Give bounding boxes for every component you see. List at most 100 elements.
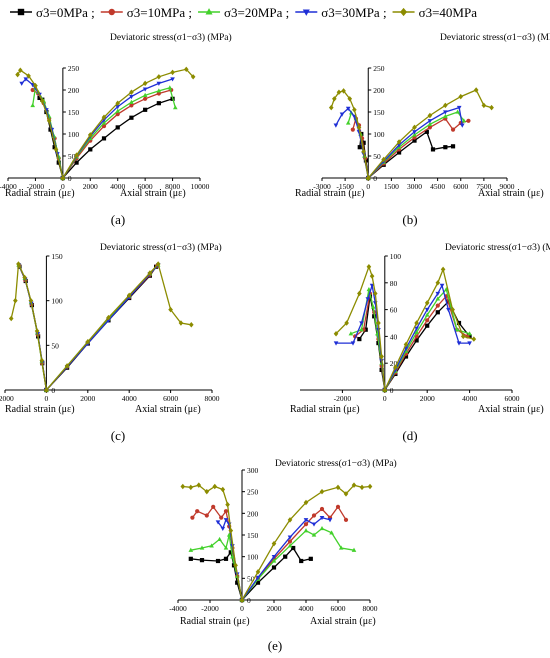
y-tick-label: 300 [247, 466, 259, 475]
chart-title: Deviatoric stress(σ1−σ3) (MPa) [445, 242, 550, 253]
data-point [345, 106, 351, 111]
data-point [351, 547, 357, 552]
data-point [199, 545, 205, 550]
series-line [190, 550, 243, 601]
data-point [46, 118, 52, 124]
series-line [367, 89, 492, 179]
y-tick-label: 40 [390, 332, 398, 341]
data-point [319, 525, 325, 531]
y-tick-label: 20 [390, 359, 398, 368]
data-point [85, 339, 91, 345]
data-point [170, 69, 175, 76]
y-tick-label: 150 [68, 108, 80, 117]
legend-label: σ3=10MPa ; [127, 5, 192, 20]
data-point [424, 129, 429, 134]
x-tick-label: -2000 [334, 394, 352, 403]
y-tick-label: 200 [373, 86, 385, 95]
x-tick-label: 2000 [80, 394, 95, 403]
series-line [32, 89, 64, 179]
data-point [356, 124, 362, 131]
y-tick-label: 250 [247, 488, 259, 497]
data-point [115, 105, 121, 110]
data-point [52, 145, 57, 150]
legend-item: σ3=10MPa ; [100, 5, 192, 20]
data-point [467, 334, 472, 339]
data-point [156, 101, 161, 106]
data-point [369, 273, 375, 279]
data-point [412, 138, 417, 143]
x-tick-label: 0 [366, 182, 370, 191]
x-axis-label-right: Axial strain (με) [478, 404, 544, 415]
data-point [319, 488, 325, 495]
data-point [196, 482, 202, 488]
data-point [459, 123, 465, 128]
chart-title: Deviatoric stress(σ1−σ3) (MPa) [275, 458, 397, 469]
data-point [329, 530, 334, 535]
data-point [211, 504, 216, 509]
data-point [271, 558, 277, 563]
series-line [17, 69, 64, 179]
data-point [106, 314, 111, 321]
legend: σ3=0MPa ; σ3=10MPa ; σ3=20MPa ; σ3=30MPa ; σ… [10, 5, 477, 20]
legend-marker [400, 7, 408, 17]
series-line [18, 265, 48, 391]
data-point [64, 363, 70, 369]
chart-title: Deviatoric stress(σ1−σ3) (MPa) [110, 32, 232, 43]
x-tick-label: -2000 [201, 604, 219, 613]
data-point [147, 270, 153, 276]
data-point [443, 145, 448, 150]
legend-item: σ3=20MPa ; [198, 5, 289, 20]
data-point [350, 341, 356, 346]
chart-panel: -4000 -2000 0 2000 4000 6000 8000 0 50 100 150 200 2… [169, 458, 396, 653]
data-point [173, 105, 178, 110]
data-point [359, 327, 364, 332]
series-line [367, 111, 465, 179]
x-tick-label: 8000 [205, 394, 220, 403]
data-point [443, 110, 448, 115]
x-tick-label: 4000 [122, 394, 137, 403]
data-point [427, 125, 433, 130]
x-tick-label: -4000 [0, 182, 17, 191]
data-point [396, 139, 402, 145]
data-point [366, 263, 372, 270]
x-axis-label-right: Axial strain (με) [310, 616, 376, 627]
data-point [335, 484, 341, 491]
y-tick-label: 200 [68, 86, 80, 95]
data-point [30, 102, 35, 108]
data-point [178, 320, 184, 326]
data-point [129, 103, 134, 108]
y-tick-label: 150 [247, 531, 259, 540]
data-point [357, 336, 362, 342]
data-point [188, 556, 193, 561]
data-point [235, 580, 240, 585]
legend-item: σ3=0MPa ; [10, 5, 95, 20]
series-line [10, 261, 48, 391]
data-point [328, 104, 334, 111]
data-point [319, 515, 325, 521]
data-point [343, 491, 349, 497]
legend-marker [108, 8, 115, 16]
data-point [142, 80, 148, 87]
data-point [443, 113, 448, 119]
data-point [427, 119, 433, 124]
data-point [129, 94, 134, 100]
data-point [361, 148, 366, 155]
data-point [220, 486, 226, 493]
data-point [34, 328, 40, 334]
data-point [435, 280, 441, 286]
data-point [332, 96, 337, 102]
data-point [335, 504, 341, 509]
data-point [16, 261, 21, 267]
data-point [220, 526, 226, 532]
x-tick-label: -2000 [27, 182, 45, 191]
y-tick-label: 200 [247, 509, 259, 518]
data-point [183, 66, 189, 73]
x-tick-label: 6000 [138, 182, 153, 191]
x-axis-label-left: Radial strain (με) [290, 404, 360, 415]
data-point [142, 92, 148, 97]
data-point [155, 261, 161, 267]
data-point [381, 156, 386, 163]
y-tick-label: 50 [51, 341, 59, 350]
data-point [343, 517, 349, 522]
